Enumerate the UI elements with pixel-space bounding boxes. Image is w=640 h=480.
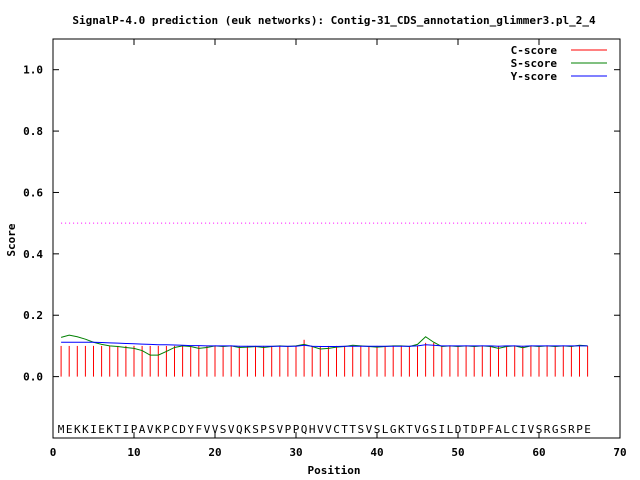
x-tick-label: 40 bbox=[370, 446, 383, 459]
sequence-residue: V bbox=[212, 423, 219, 436]
legend-label-s-score: S-score bbox=[511, 57, 558, 70]
sequence-residue: S bbox=[560, 423, 567, 436]
x-tick-label: 60 bbox=[532, 446, 545, 459]
chart-title: SignalP-4.0 prediction (euk networks): C… bbox=[72, 14, 596, 27]
sequence-residue: Y bbox=[187, 423, 194, 436]
sequence-residue: S bbox=[374, 423, 381, 436]
sequence-residue: C bbox=[333, 423, 340, 436]
y-tick-label: 1.0 bbox=[23, 64, 43, 77]
sequence-residue: V bbox=[317, 423, 324, 436]
sequence-residue: S bbox=[268, 423, 275, 436]
sequence-residue: P bbox=[576, 423, 583, 436]
y-tick-label: 0.8 bbox=[23, 125, 43, 138]
sequence-residue: V bbox=[414, 423, 421, 436]
sequence-residue: T bbox=[349, 423, 356, 436]
sequence-residue: G bbox=[422, 423, 429, 436]
sequence-residue: I bbox=[438, 423, 445, 436]
x-tick-label: 30 bbox=[289, 446, 302, 459]
sequence-residue: G bbox=[552, 423, 559, 436]
sequence-residue: C bbox=[511, 423, 518, 436]
y-tick-label: 0.6 bbox=[23, 186, 43, 199]
sequence-residue: V bbox=[228, 423, 235, 436]
legend-label-c-score: C-score bbox=[511, 44, 558, 57]
sequence-residue: P bbox=[479, 423, 486, 436]
sequence-residue: K bbox=[82, 423, 89, 436]
sequence-residue: V bbox=[276, 423, 283, 436]
sequence-residue: P bbox=[131, 423, 138, 436]
x-tick-label: 70 bbox=[613, 446, 626, 459]
sequence-residue: V bbox=[147, 423, 154, 436]
y-axis-label: Score bbox=[5, 223, 18, 256]
sequence-residue: F bbox=[195, 423, 202, 436]
c-score-impulses bbox=[60, 339, 589, 377]
sequence-residue: K bbox=[398, 423, 405, 436]
sequence-residue: G bbox=[390, 423, 397, 436]
sequence-residue: L bbox=[382, 423, 389, 436]
sequence-residue: E bbox=[66, 423, 73, 436]
s-score-line bbox=[60, 334, 588, 356]
sequence-residue: F bbox=[487, 423, 494, 436]
legend-label-y-score: Y-score bbox=[511, 70, 558, 83]
sequence-residue: P bbox=[285, 423, 292, 436]
sequence-residue: Q bbox=[301, 423, 308, 436]
sequence-residue: P bbox=[260, 423, 267, 436]
x-tick-label: 20 bbox=[208, 446, 221, 459]
y-score-line bbox=[61, 341, 588, 348]
sequence-residue: A bbox=[495, 423, 502, 436]
axis-ticks: 0.0 0.2 0.4 0.6 0.8 1.0 0 10 20 30 40 50 60 70 bbox=[23, 39, 627, 459]
sequence-residue: A bbox=[139, 423, 146, 436]
x-tick-label: 0 bbox=[50, 446, 57, 459]
plot-frame bbox=[52, 38, 621, 439]
sequence-residue: T bbox=[406, 423, 413, 436]
sequence-residue: V bbox=[528, 423, 535, 436]
sequence-residue: D bbox=[471, 423, 478, 436]
y-tick-label: 0.4 bbox=[23, 248, 43, 261]
sequence-residue: P bbox=[163, 423, 170, 436]
sequence-residue: R bbox=[568, 423, 575, 436]
y-tick-label: 0.0 bbox=[23, 371, 43, 384]
sequence-residue: S bbox=[252, 423, 259, 436]
y-tick-label: 0.2 bbox=[23, 309, 43, 322]
sequence-residue: V bbox=[325, 423, 332, 436]
sequence-residue: K bbox=[244, 423, 251, 436]
sequence-residue: K bbox=[74, 423, 81, 436]
sequence-residue: I bbox=[90, 423, 97, 436]
sequence-residue: S bbox=[536, 423, 543, 436]
sequence-residue: R bbox=[544, 423, 551, 436]
sequence-residue: T bbox=[463, 423, 470, 436]
sequence-residue: K bbox=[155, 423, 162, 436]
sequence-residue: T bbox=[341, 423, 348, 436]
sequence-residue: V bbox=[204, 423, 211, 436]
sequence-residue: C bbox=[171, 423, 178, 436]
sequence-residue: L bbox=[503, 423, 510, 436]
sequence-residue: D bbox=[179, 423, 186, 436]
sequence-residue: S bbox=[220, 423, 227, 436]
sequence-residue: K bbox=[106, 423, 113, 436]
sequence-residue: E bbox=[98, 423, 105, 436]
x-tick-label: 50 bbox=[451, 446, 464, 459]
sequence-residue: I bbox=[519, 423, 526, 436]
sequence-residue: E bbox=[584, 423, 591, 436]
sequence-residue: P bbox=[293, 423, 300, 436]
sequence-residue: Q bbox=[236, 423, 243, 436]
sequence-residue: S bbox=[430, 423, 437, 436]
sequence-residue: H bbox=[309, 423, 316, 436]
sequence-residue: V bbox=[366, 423, 373, 436]
sequence-residue: I bbox=[123, 423, 130, 436]
sequence-residue: S bbox=[357, 423, 364, 436]
x-tick-label: 10 bbox=[127, 446, 140, 459]
x-axis-label: Position bbox=[308, 464, 361, 477]
sequence-residue: L bbox=[447, 423, 454, 436]
sequence-residue: M bbox=[58, 423, 65, 436]
sequence-residue: T bbox=[114, 423, 121, 436]
score-lines bbox=[60, 222, 588, 356]
sequence-residue: D bbox=[455, 423, 462, 436]
